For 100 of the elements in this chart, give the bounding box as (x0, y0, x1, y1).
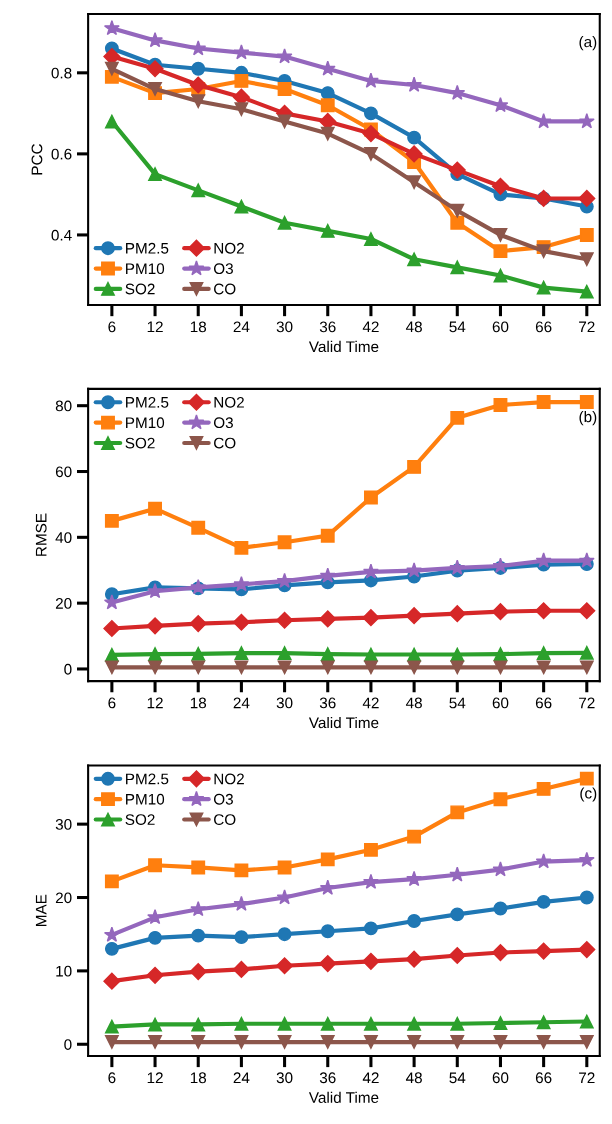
point (362, 873, 379, 889)
point (276, 957, 294, 975)
point (405, 145, 423, 163)
point (579, 227, 594, 242)
point (234, 199, 249, 214)
x-tick-label: 12 (147, 1072, 163, 1084)
point (363, 1035, 378, 1050)
point (104, 941, 119, 956)
point (319, 610, 337, 628)
point (407, 1016, 422, 1031)
point (191, 61, 206, 76)
point (578, 113, 595, 129)
point (536, 660, 551, 675)
point (407, 130, 422, 145)
point (277, 860, 292, 875)
x-tick-label: 6 (108, 697, 116, 709)
x-tick-label: 36 (319, 1072, 336, 1084)
point (234, 660, 249, 675)
point (146, 617, 164, 635)
annotation: (b) (579, 411, 597, 426)
legend-label: CO (214, 283, 236, 295)
point (189, 614, 207, 633)
point (406, 76, 423, 92)
legend-label: PM10 (126, 417, 165, 429)
point (535, 602, 553, 620)
point (277, 927, 292, 942)
legend-label: SO2 (125, 283, 155, 295)
point (191, 928, 206, 943)
point (578, 552, 595, 568)
point (579, 1014, 594, 1029)
point (103, 19, 120, 36)
point (103, 619, 121, 638)
point (276, 572, 293, 588)
point (450, 260, 465, 275)
y-tick-label: 20 (55, 598, 72, 609)
legend-label: SO2 (125, 437, 155, 449)
point (492, 861, 509, 877)
point (277, 535, 292, 550)
point (536, 894, 551, 909)
point (104, 513, 119, 528)
point (191, 660, 206, 675)
annotation: (c) (580, 787, 597, 802)
point (536, 244, 551, 259)
x-tick-label: 66 (535, 321, 552, 333)
point (579, 890, 594, 905)
point (448, 946, 466, 965)
point (407, 660, 422, 675)
point (536, 1035, 551, 1050)
point (579, 284, 594, 299)
x-axis-title: Valid Time (308, 340, 379, 353)
y-tick-label: 40 (55, 532, 72, 544)
point (450, 1016, 465, 1031)
point (146, 60, 164, 78)
x-tick-label: 6 (108, 1072, 116, 1084)
y-tick-label: 30 (55, 819, 72, 830)
x-tick-label: 30 (276, 321, 293, 333)
point (276, 48, 293, 64)
point (535, 552, 552, 568)
point (277, 215, 292, 230)
point (450, 410, 465, 425)
point (276, 611, 294, 629)
x-tick-label: 72 (579, 697, 595, 709)
x-tick-label: 54 (449, 1072, 466, 1084)
y-tick-label: 10 (56, 965, 72, 977)
point (191, 646, 206, 661)
point (493, 398, 508, 412)
point (148, 930, 162, 945)
point (450, 660, 465, 675)
point (493, 227, 508, 242)
point (191, 1035, 206, 1050)
point (362, 609, 380, 627)
point (191, 1017, 206, 1032)
point (450, 215, 465, 230)
point (493, 268, 508, 283)
legend-label: SO2 (125, 814, 155, 826)
point (579, 1035, 594, 1050)
point (104, 114, 119, 129)
point (104, 61, 119, 76)
point (493, 647, 508, 662)
point (320, 1016, 335, 1031)
point (277, 114, 292, 129)
point (579, 645, 594, 660)
point (320, 528, 335, 543)
point (407, 252, 422, 267)
point (363, 106, 378, 121)
point (190, 40, 207, 56)
x-tick-label: 24 (233, 1072, 250, 1084)
legend-label: NO2 (214, 242, 244, 254)
point (491, 177, 510, 195)
point (148, 1035, 162, 1050)
point (579, 660, 594, 675)
point (277, 82, 292, 96)
point (535, 942, 553, 960)
y-tick-label: 0.8 (51, 67, 72, 79)
point (536, 646, 551, 661)
point (319, 567, 336, 583)
point (320, 98, 335, 113)
x-tick-label: 60 (492, 1072, 509, 1084)
point (491, 603, 510, 621)
legend-label: PM10 (126, 263, 165, 275)
